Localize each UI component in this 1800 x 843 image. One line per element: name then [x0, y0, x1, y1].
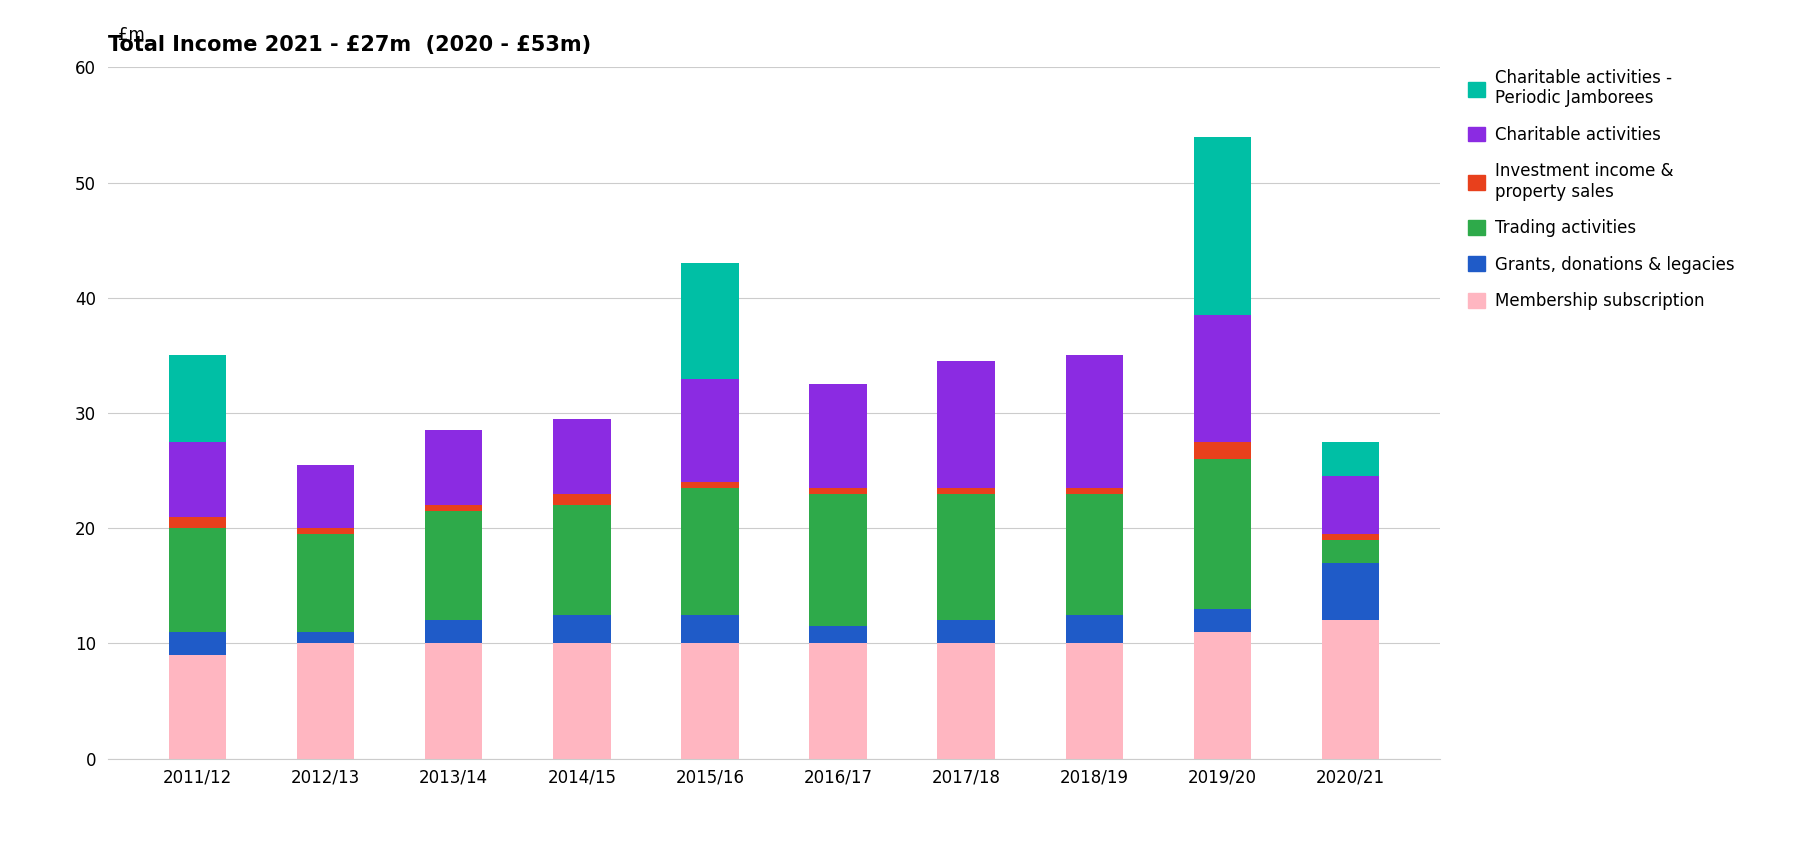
- Text: £m: £m: [119, 26, 144, 45]
- Bar: [938, 494, 995, 620]
- Bar: [938, 620, 995, 643]
- Bar: [1066, 356, 1123, 488]
- Bar: [553, 505, 610, 615]
- Bar: [297, 464, 355, 529]
- Bar: [169, 442, 227, 517]
- Bar: [1066, 488, 1123, 494]
- Bar: [425, 643, 482, 759]
- Bar: [553, 419, 610, 494]
- Bar: [553, 615, 610, 643]
- Bar: [1321, 540, 1379, 563]
- Bar: [680, 379, 738, 482]
- Text: Total Income 2021 - £27m  (2020 - £53m): Total Income 2021 - £27m (2020 - £53m): [108, 35, 590, 55]
- Bar: [297, 632, 355, 643]
- Bar: [680, 263, 738, 379]
- Bar: [1066, 615, 1123, 643]
- Bar: [680, 482, 738, 488]
- Bar: [1321, 534, 1379, 540]
- Bar: [425, 620, 482, 643]
- Bar: [169, 529, 227, 632]
- Bar: [169, 632, 227, 655]
- Bar: [938, 643, 995, 759]
- Bar: [680, 615, 738, 643]
- Bar: [938, 361, 995, 488]
- Bar: [1193, 137, 1251, 315]
- Bar: [938, 488, 995, 494]
- Bar: [810, 626, 868, 643]
- Bar: [425, 430, 482, 505]
- Bar: [1321, 620, 1379, 759]
- Bar: [1321, 476, 1379, 534]
- Bar: [297, 643, 355, 759]
- Bar: [810, 384, 868, 488]
- Bar: [680, 643, 738, 759]
- Bar: [553, 643, 610, 759]
- Bar: [297, 534, 355, 632]
- Bar: [1066, 643, 1123, 759]
- Bar: [1066, 494, 1123, 615]
- Bar: [169, 356, 227, 442]
- Bar: [1193, 442, 1251, 459]
- Bar: [1321, 563, 1379, 620]
- Bar: [297, 529, 355, 534]
- Bar: [1193, 609, 1251, 632]
- Bar: [169, 655, 227, 759]
- Bar: [169, 517, 227, 529]
- Bar: [810, 494, 868, 626]
- Bar: [553, 494, 610, 505]
- Bar: [1321, 442, 1379, 476]
- Legend: Charitable activities -
Periodic Jamborees, Charitable activities, Investment in: Charitable activities - Periodic Jambore…: [1462, 62, 1741, 317]
- Bar: [810, 643, 868, 759]
- Bar: [425, 511, 482, 620]
- Bar: [425, 505, 482, 511]
- Bar: [810, 488, 868, 494]
- Bar: [680, 488, 738, 615]
- Bar: [1193, 632, 1251, 759]
- Bar: [1193, 315, 1251, 442]
- Bar: [1193, 459, 1251, 609]
